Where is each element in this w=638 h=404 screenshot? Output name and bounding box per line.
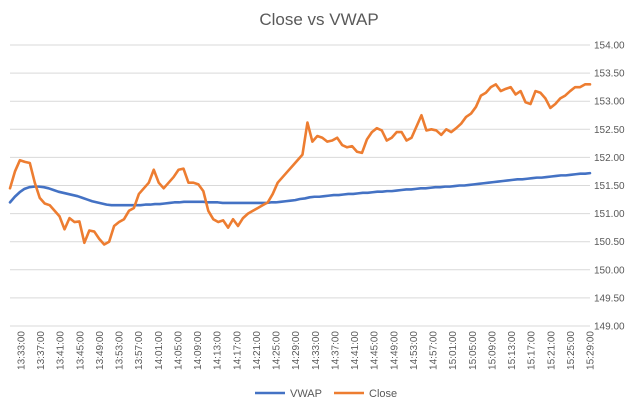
- x-tick-label: 15:21:00: [546, 331, 557, 370]
- x-tick-label: 13:49:00: [95, 331, 106, 370]
- x-tick-label: 14:53:00: [409, 331, 420, 370]
- y-tick-label: 152.50: [594, 125, 625, 136]
- x-tick-label: 15:09:00: [487, 331, 498, 370]
- x-tick-label: 14:25:00: [272, 331, 283, 370]
- x-tick-label: 15:13:00: [507, 331, 518, 370]
- x-tick-label: 14:37:00: [330, 331, 341, 370]
- x-tick-label: 13:45:00: [75, 331, 86, 370]
- legend-label-close: Close: [369, 388, 397, 400]
- y-tick-label: 151.50: [594, 181, 625, 192]
- x-tick-label: 14:57:00: [429, 331, 440, 370]
- x-tick-label: 14:33:00: [311, 331, 322, 370]
- legend-label-vwap: VWAP: [290, 388, 322, 400]
- x-tick-label: 15:05:00: [468, 331, 479, 370]
- x-tick-label: 14:01:00: [154, 331, 165, 370]
- x-tick-label: 14:49:00: [389, 331, 400, 370]
- y-tick-label: 154.00: [594, 41, 625, 52]
- x-tick-label: 14:05:00: [173, 331, 184, 370]
- x-tick-label: 14:13:00: [213, 331, 224, 370]
- x-tick-label: 14:21:00: [252, 331, 263, 370]
- x-tick-label: 13:41:00: [56, 331, 67, 370]
- y-tick-label: 152.00: [594, 153, 625, 164]
- chart-title: Close vs VWAP: [259, 10, 379, 29]
- x-tick-label: 14:45:00: [370, 331, 381, 370]
- y-tick-label: 150.00: [594, 265, 625, 276]
- x-tick-label: 15:29:00: [586, 331, 597, 370]
- x-tick-label: 14:29:00: [291, 331, 302, 370]
- y-tick-label: 151.00: [594, 209, 625, 220]
- x-tick-label: 13:53:00: [115, 331, 126, 370]
- x-tick-label: 15:25:00: [566, 331, 577, 370]
- x-tick-label: 14:17:00: [232, 331, 243, 370]
- x-tick-label: 15:17:00: [527, 331, 538, 370]
- series-line-close: [8, 83, 592, 246]
- x-tick-label: 13:57:00: [134, 331, 145, 370]
- x-tick-label: 13:37:00: [36, 331, 47, 370]
- x-tick-label: 13:33:00: [17, 331, 28, 370]
- y-tick-label: 149.50: [594, 293, 625, 304]
- y-tick-label: 150.50: [594, 237, 625, 248]
- x-tick-label: 15:01:00: [448, 331, 459, 370]
- y-tick-label: 153.50: [594, 69, 625, 80]
- y-tick-label: 149.00: [594, 322, 625, 333]
- x-tick-label: 14:09:00: [193, 331, 204, 370]
- y-tick-label: 153.00: [594, 97, 625, 108]
- x-tick-label: 14:41:00: [350, 331, 361, 370]
- series-line-vwap: [8, 171, 592, 207]
